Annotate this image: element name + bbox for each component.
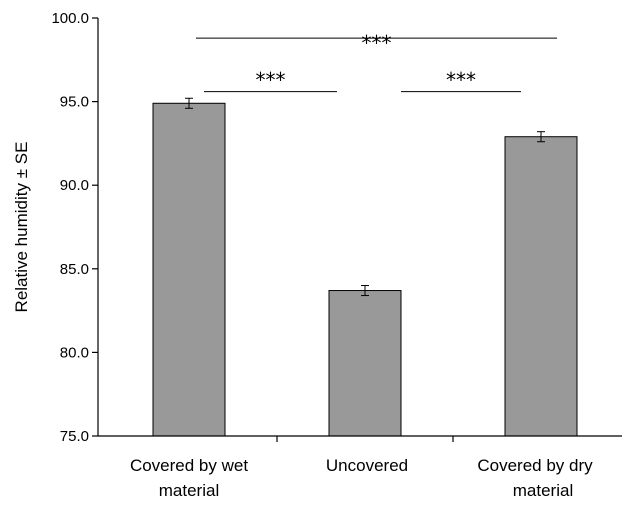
x-category-label: Uncovered: [326, 456, 408, 475]
x-category-label-line: material: [159, 481, 219, 500]
y-axis-title: Relative humidity ± SE: [12, 142, 31, 313]
x-category-label: Covered by dry material: [477, 456, 593, 500]
x-category-label-line: Covered by wet: [130, 456, 248, 475]
x-category-label: Covered by wet material: [130, 456, 248, 500]
significance-brackets: *** *** ***: [196, 31, 557, 93]
x-axis-labels: Covered by wet material Uncovered Covered b…: [130, 456, 593, 500]
x-category-label-line: Covered by dry: [477, 456, 593, 475]
bar: [152, 102, 226, 437]
y-tick-label: 95.0: [60, 94, 89, 111]
y-axis-ticks: 75.0 80.0 85.0 90.0 95.0 100.0: [51, 10, 98, 445]
significance-label: ***: [256, 68, 286, 92]
x-axis-ticks: [276, 436, 454, 442]
y-tick-label: 100.0: [51, 10, 89, 27]
axes: [97, 18, 622, 437]
bar: [504, 136, 578, 437]
x-category-label-line: Uncovered: [326, 456, 408, 475]
y-tick-label: 90.0: [60, 177, 89, 194]
x-category-label-line: material: [513, 481, 573, 500]
bar: [328, 290, 402, 437]
bars: [152, 102, 578, 437]
y-tick-label: 75.0: [60, 428, 89, 445]
y-tick-label: 85.0: [60, 261, 89, 278]
significance-label: ***: [446, 68, 476, 92]
y-tick-label: 80.0: [60, 344, 89, 361]
y-axis-title-group: Relative humidity ± SE: [12, 142, 31, 313]
significance-label: ***: [362, 31, 392, 55]
error-bars: [185, 97, 545, 297]
